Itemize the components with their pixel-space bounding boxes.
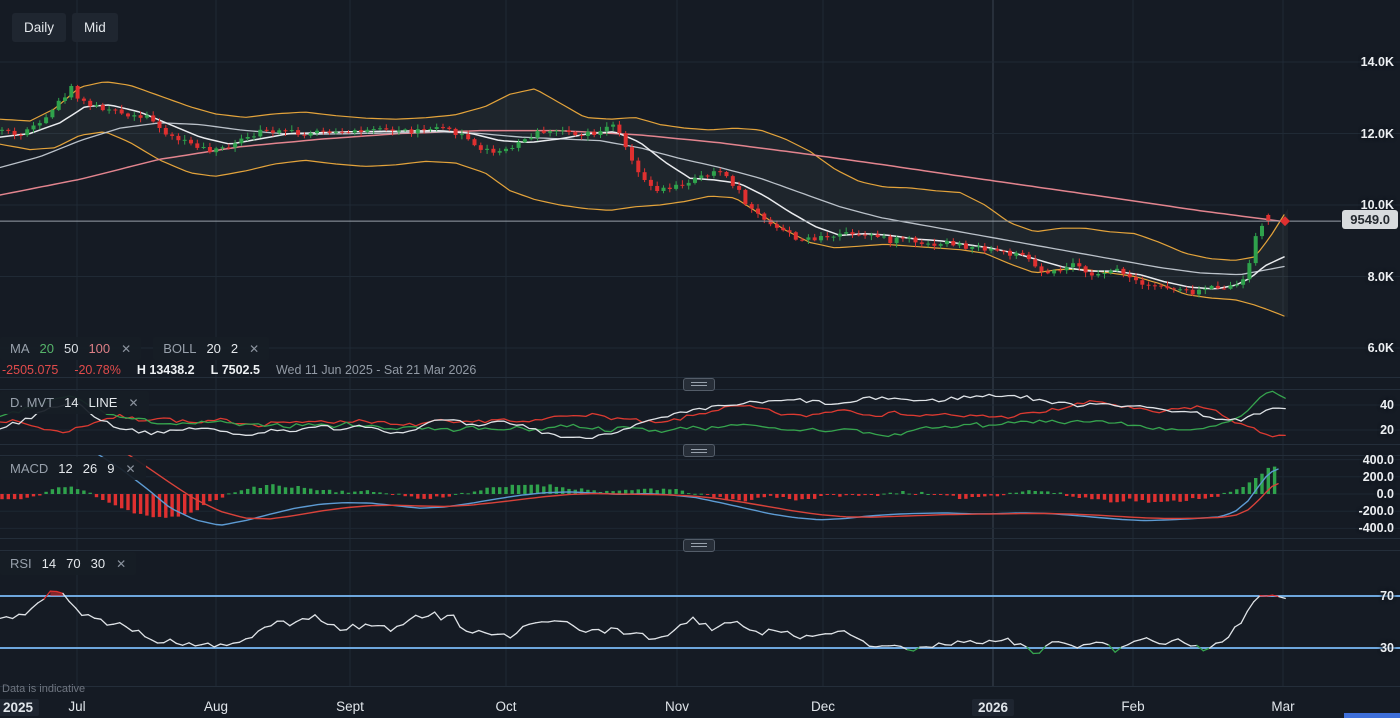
rsi-indicator-chip: RSI 14 70 30 ✕ [0,552,137,575]
rsi-param-30: 30 [90,556,106,571]
dmvt-legend: D. MVT 14 LINE ✕ [0,391,149,414]
main-indicator-legend: MA 20 50 100 ✕ BOLL 20 2 ✕ [0,337,270,360]
dmvt-axis-label: 20 [1380,423,1394,437]
date-range: Wed 11 Jun 2025 - Sat 21 Mar 2026 [275,363,477,377]
change-value: -2505.075 [2,363,59,377]
time-axis-label: Oct [495,699,517,714]
boll-label: BOLL [163,341,197,356]
boll-param-20: 20 [206,341,221,356]
ma-indicator-chip: MA 20 50 100 ✕ [0,337,142,360]
pane-resize-handle-3[interactable] [683,538,715,552]
pane-resize-handle-1[interactable] [683,377,715,391]
boll-param-2: 2 [230,341,239,356]
brand-corner-strip [1344,713,1400,718]
price-summary-row: -2505.075 -20.78% H 13438.2 L 7502.5 Wed… [2,363,476,377]
change-percent: -20.78% [74,363,121,377]
rsi-legend: RSI 14 70 30 ✕ [0,552,137,575]
macd-param-26: 26 [82,461,98,476]
price-axis-label: 12.0K [1360,126,1394,141]
interval-mid-button[interactable]: Mid [72,13,118,42]
rsi-param-14: 14 [41,556,57,571]
ma-close-icon[interactable]: ✕ [121,341,132,356]
time-axis-label: Aug [203,699,229,714]
low-value: L 7502.5 [210,363,260,377]
pane-resize-handle-2[interactable] [683,444,715,457]
interval-toolbar: Daily Mid [12,13,118,42]
dmvt-indicator-chip: D. MVT 14 LINE ✕ [0,391,149,414]
time-axis-label: Dec [810,699,836,714]
time-axis-label: 2026 [971,699,1015,716]
macd-axis-label: 200.0 [1362,469,1394,484]
high-value: H 13438.2 [136,363,195,377]
macd-axis-label: 400.0 [1362,452,1394,467]
price-axis-label: 14.0K [1360,55,1394,69]
interval-daily-button[interactable]: Daily [12,13,67,42]
boll-indicator-chip: BOLL 20 2 ✕ [153,337,270,360]
macd-label: MACD [10,461,49,476]
price-axis-label: 8.0K [1367,269,1394,284]
macd-legend: MACD 12 26 9 ✕ [0,457,146,480]
macd-indicator-chip: MACD 12 26 9 ✕ [0,457,146,480]
rsi-label: RSI [10,556,32,571]
macd-axis-label: -400.0 [1358,521,1394,536]
macd-axis-label: 0.0 [1376,487,1394,501]
dmvt-label: D. MVT [10,395,55,410]
dmvt-param-14: 14 [64,395,79,410]
rsi-close-icon[interactable]: ✕ [116,556,127,571]
macd-param-12: 12 [58,461,73,476]
macd-param-9: 9 [107,461,115,476]
last-price-tag: 9549.0 [1342,210,1398,229]
price-axis-label: 10.0K [1360,198,1394,212]
dmvt-axis-label: 40 [1380,398,1394,412]
rsi-param-70: 70 [66,556,81,571]
ma-param-20: 20 [39,341,54,356]
time-axis-label: Jul [68,699,86,714]
rsi-axis-label: 30 [1380,641,1394,655]
boll-close-icon[interactable]: ✕ [249,341,260,356]
macd-close-icon[interactable]: ✕ [125,461,136,476]
ma-param-50: 50 [63,341,79,356]
price-axis-label: 6.0K [1367,341,1394,355]
ma-param-100: 100 [88,341,111,356]
macd-axis-label: -200.0 [1358,504,1394,519]
rsi-axis-label: 70 [1380,589,1394,603]
time-axis-label: Sept [336,699,364,714]
time-axis-label: Nov [664,699,690,714]
time-axis-label: Mar [1271,699,1295,714]
watermark-note: Data is indicative [2,683,86,695]
ma-label: MA [10,341,30,356]
dmvt-param-line: LINE [88,395,118,410]
time-axis-label: 2025 [0,699,40,716]
time-axis-label: Feb [1121,699,1145,714]
dmvt-close-icon[interactable]: ✕ [128,395,139,410]
